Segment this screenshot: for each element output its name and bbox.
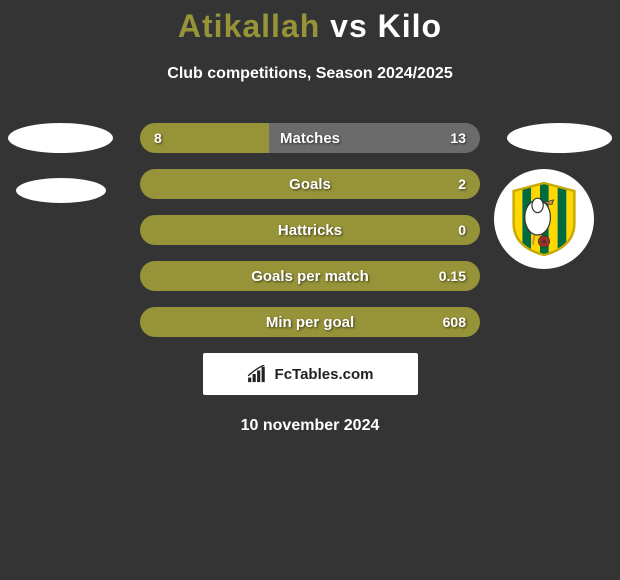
stat-row-hattricks: Hattricks 0 <box>140 215 480 245</box>
stat-label: Min per goal <box>266 314 354 331</box>
stat-right-value: 0.15 <box>439 268 466 284</box>
date-text: 10 november 2024 <box>0 417 620 435</box>
stat-right-value: 0 <box>458 222 466 238</box>
stat-label: Goals <box>289 176 331 193</box>
subtitle-text: Club competitions, Season 2024/2025 <box>0 65 620 83</box>
stat-right-value: 2 <box>458 176 466 192</box>
player2-name: Kilo <box>378 8 442 44</box>
stat-left-value: 8 <box>154 130 162 146</box>
stat-bars: 8 Matches 13 Goals 2 Hattricks 0 Goals p… <box>140 123 480 337</box>
stat-label: Goals per match <box>251 268 369 285</box>
club-logo-icon <box>504 179 584 259</box>
stat-right-value: 608 <box>443 314 466 330</box>
page-title: Atikallah vs Kilo <box>0 0 620 45</box>
player1-badge-area <box>8 123 113 203</box>
vs-text: vs <box>320 8 377 44</box>
player1-name: Atikallah <box>178 8 320 44</box>
player2-badge-area <box>507 123 612 153</box>
infographic-container: Atikallah vs Kilo Club competitions, Sea… <box>0 0 620 580</box>
player1-ellipse-1 <box>8 123 113 153</box>
club-badge <box>494 169 594 269</box>
stats-area: 8 Matches 13 Goals 2 Hattricks 0 Goals p… <box>0 123 620 435</box>
attribution-text: FcTables.com <box>275 366 374 383</box>
stat-label: Hattricks <box>278 222 342 239</box>
stat-label: Matches <box>280 130 340 147</box>
stat-row-mpg: Min per goal 608 <box>140 307 480 337</box>
player1-ellipse-2 <box>16 178 106 203</box>
stat-row-gpm: Goals per match 0.15 <box>140 261 480 291</box>
player2-ellipse <box>507 123 612 153</box>
chart-icon <box>247 365 269 383</box>
attribution-box: FcTables.com <box>203 353 418 395</box>
stat-row-matches: 8 Matches 13 <box>140 123 480 153</box>
stat-right-value: 13 <box>450 130 466 146</box>
stat-row-goals: Goals 2 <box>140 169 480 199</box>
